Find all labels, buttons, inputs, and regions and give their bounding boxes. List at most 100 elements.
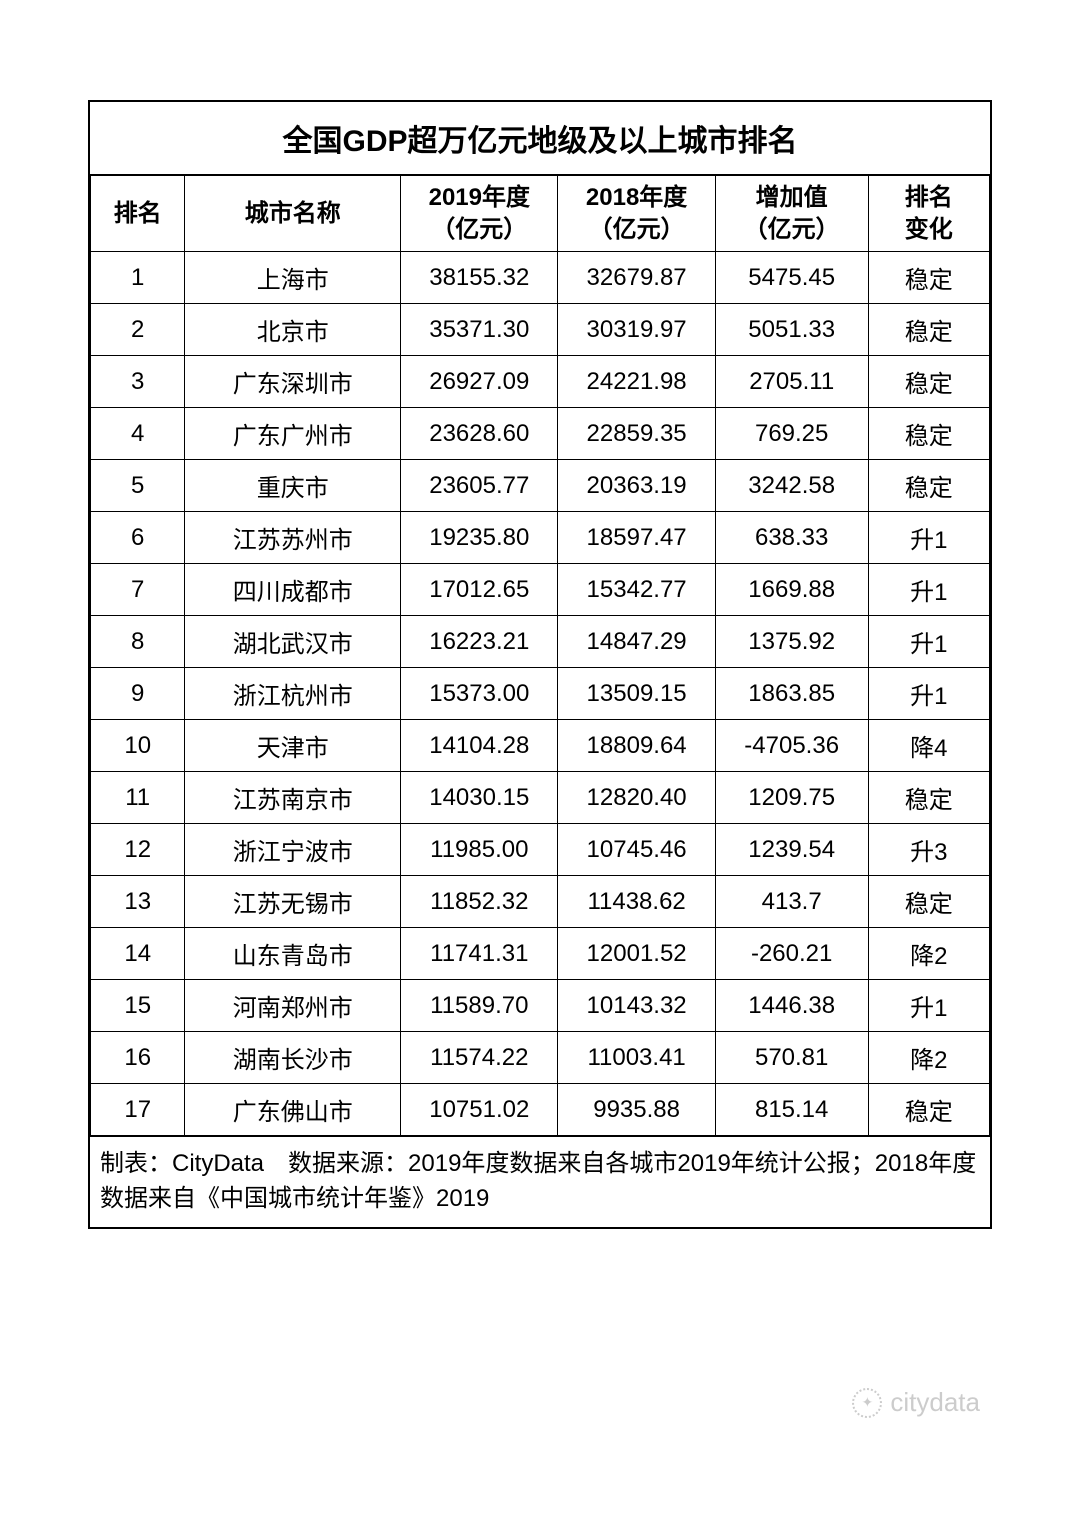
- table-row: 2北京市35371.3030319.975051.33稳定: [91, 304, 990, 356]
- cell-year2019: 38155.32: [401, 252, 558, 304]
- cell-delta: -260.21: [715, 928, 868, 980]
- cell-delta: 1239.54: [715, 824, 868, 876]
- cell-delta: 413.7: [715, 876, 868, 928]
- cell-year2018: 12001.52: [558, 928, 715, 980]
- cell-city: 重庆市: [185, 460, 401, 512]
- cell-change: 升3: [868, 824, 989, 876]
- table-row: 8湖北武汉市16223.2114847.291375.92升1: [91, 616, 990, 668]
- table-body: 1上海市38155.3232679.875475.45稳定2北京市35371.3…: [91, 252, 990, 1136]
- cell-rank: 8: [91, 616, 185, 668]
- cell-rank: 15: [91, 980, 185, 1032]
- cell-year2019: 26927.09: [401, 356, 558, 408]
- cell-change: 稳定: [868, 408, 989, 460]
- cell-year2018: 11438.62: [558, 876, 715, 928]
- table-row: 7四川成都市17012.6515342.771669.88升1: [91, 564, 990, 616]
- cell-delta: 1375.92: [715, 616, 868, 668]
- cell-year2018: 18597.47: [558, 512, 715, 564]
- cell-delta: 769.25: [715, 408, 868, 460]
- cell-delta: 638.33: [715, 512, 868, 564]
- cell-rank: 11: [91, 772, 185, 824]
- cell-city: 江苏无锡市: [185, 876, 401, 928]
- cell-delta: 5475.45: [715, 252, 868, 304]
- header-delta-line2: （亿元）: [744, 216, 840, 243]
- table-row: 10天津市14104.2818809.64-4705.36降4: [91, 720, 990, 772]
- table-row: 5重庆市23605.7720363.193242.58稳定: [91, 460, 990, 512]
- table-row: 14山东青岛市11741.3112001.52-260.21降2: [91, 928, 990, 980]
- cell-year2019: 23628.60: [401, 408, 558, 460]
- cell-city: 天津市: [185, 720, 401, 772]
- cell-year2019: 14104.28: [401, 720, 558, 772]
- cell-change: 稳定: [868, 772, 989, 824]
- cell-year2018: 10745.46: [558, 824, 715, 876]
- cell-year2018: 12820.40: [558, 772, 715, 824]
- cell-change: 升1: [868, 512, 989, 564]
- cell-delta: 3242.58: [715, 460, 868, 512]
- cell-rank: 5: [91, 460, 185, 512]
- cell-year2019: 23605.77: [401, 460, 558, 512]
- header-change-line2: 变化: [905, 216, 953, 243]
- cell-city: 浙江宁波市: [185, 824, 401, 876]
- cell-change: 升1: [868, 616, 989, 668]
- cell-city: 四川成都市: [185, 564, 401, 616]
- header-year2019: 2019年度 （亿元）: [401, 176, 558, 252]
- cell-delta: 1209.75: [715, 772, 868, 824]
- table-row: 13江苏无锡市11852.3211438.62413.7稳定: [91, 876, 990, 928]
- cell-delta: 1863.85: [715, 668, 868, 720]
- cell-city: 湖南长沙市: [185, 1032, 401, 1084]
- cell-year2019: 14030.15: [401, 772, 558, 824]
- cell-rank: 17: [91, 1084, 185, 1136]
- cell-change: 稳定: [868, 252, 989, 304]
- table-title: 全国GDP超万亿元地级及以上城市排名: [90, 102, 990, 175]
- cell-delta: -4705.36: [715, 720, 868, 772]
- cell-year2019: 11985.00: [401, 824, 558, 876]
- cell-year2018: 15342.77: [558, 564, 715, 616]
- cell-rank: 9: [91, 668, 185, 720]
- gdp-table-container: 全国GDP超万亿元地级及以上城市排名 排名 城市名称 2019年度 （亿元） 2…: [88, 100, 992, 1229]
- cell-rank: 14: [91, 928, 185, 980]
- cell-year2019: 11574.22: [401, 1032, 558, 1084]
- cell-city: 江苏苏州市: [185, 512, 401, 564]
- watermark-text: citydata: [890, 1387, 980, 1418]
- cell-rank: 6: [91, 512, 185, 564]
- gdp-table: 排名 城市名称 2019年度 （亿元） 2018年度 （亿元） 增加值 （亿元）…: [90, 175, 990, 1136]
- cell-delta: 1446.38: [715, 980, 868, 1032]
- cell-change: 升1: [868, 980, 989, 1032]
- header-rank: 排名: [91, 176, 185, 252]
- table-row: 6江苏苏州市19235.8018597.47638.33升1: [91, 512, 990, 564]
- cell-year2019: 16223.21: [401, 616, 558, 668]
- table-row: 1上海市38155.3232679.875475.45稳定: [91, 252, 990, 304]
- cell-city: 浙江杭州市: [185, 668, 401, 720]
- cell-change: 降2: [868, 928, 989, 980]
- header-city: 城市名称: [185, 176, 401, 252]
- cell-city: 上海市: [185, 252, 401, 304]
- cell-change: 稳定: [868, 1084, 989, 1136]
- header-change-line1: 排名: [905, 184, 953, 211]
- table-row: 17广东佛山市10751.029935.88815.14稳定: [91, 1084, 990, 1136]
- cell-rank: 12: [91, 824, 185, 876]
- table-row: 4广东广州市23628.6022859.35769.25稳定: [91, 408, 990, 460]
- cell-change: 稳定: [868, 304, 989, 356]
- cell-year2019: 10751.02: [401, 1084, 558, 1136]
- cell-change: 稳定: [868, 876, 989, 928]
- cell-year2018: 9935.88: [558, 1084, 715, 1136]
- table-row: 3广东深圳市26927.0924221.982705.11稳定: [91, 356, 990, 408]
- cell-rank: 1: [91, 252, 185, 304]
- cell-city: 广东深圳市: [185, 356, 401, 408]
- cell-year2018: 30319.97: [558, 304, 715, 356]
- header-delta-line1: 增加值: [756, 184, 828, 211]
- table-row: 12浙江宁波市11985.0010745.461239.54升3: [91, 824, 990, 876]
- cell-rank: 16: [91, 1032, 185, 1084]
- cell-year2019: 11741.31: [401, 928, 558, 980]
- header-change: 排名 变化: [868, 176, 989, 252]
- cell-year2019: 11852.32: [401, 876, 558, 928]
- cell-city: 山东青岛市: [185, 928, 401, 980]
- cell-city: 江苏南京市: [185, 772, 401, 824]
- cell-delta: 5051.33: [715, 304, 868, 356]
- cell-year2019: 17012.65: [401, 564, 558, 616]
- cell-change: 升1: [868, 668, 989, 720]
- cell-city: 河南郑州市: [185, 980, 401, 1032]
- cell-year2018: 13509.15: [558, 668, 715, 720]
- table-row: 9浙江杭州市15373.0013509.151863.85升1: [91, 668, 990, 720]
- cell-year2018: 18809.64: [558, 720, 715, 772]
- table-header-row: 排名 城市名称 2019年度 （亿元） 2018年度 （亿元） 增加值 （亿元）…: [91, 176, 990, 252]
